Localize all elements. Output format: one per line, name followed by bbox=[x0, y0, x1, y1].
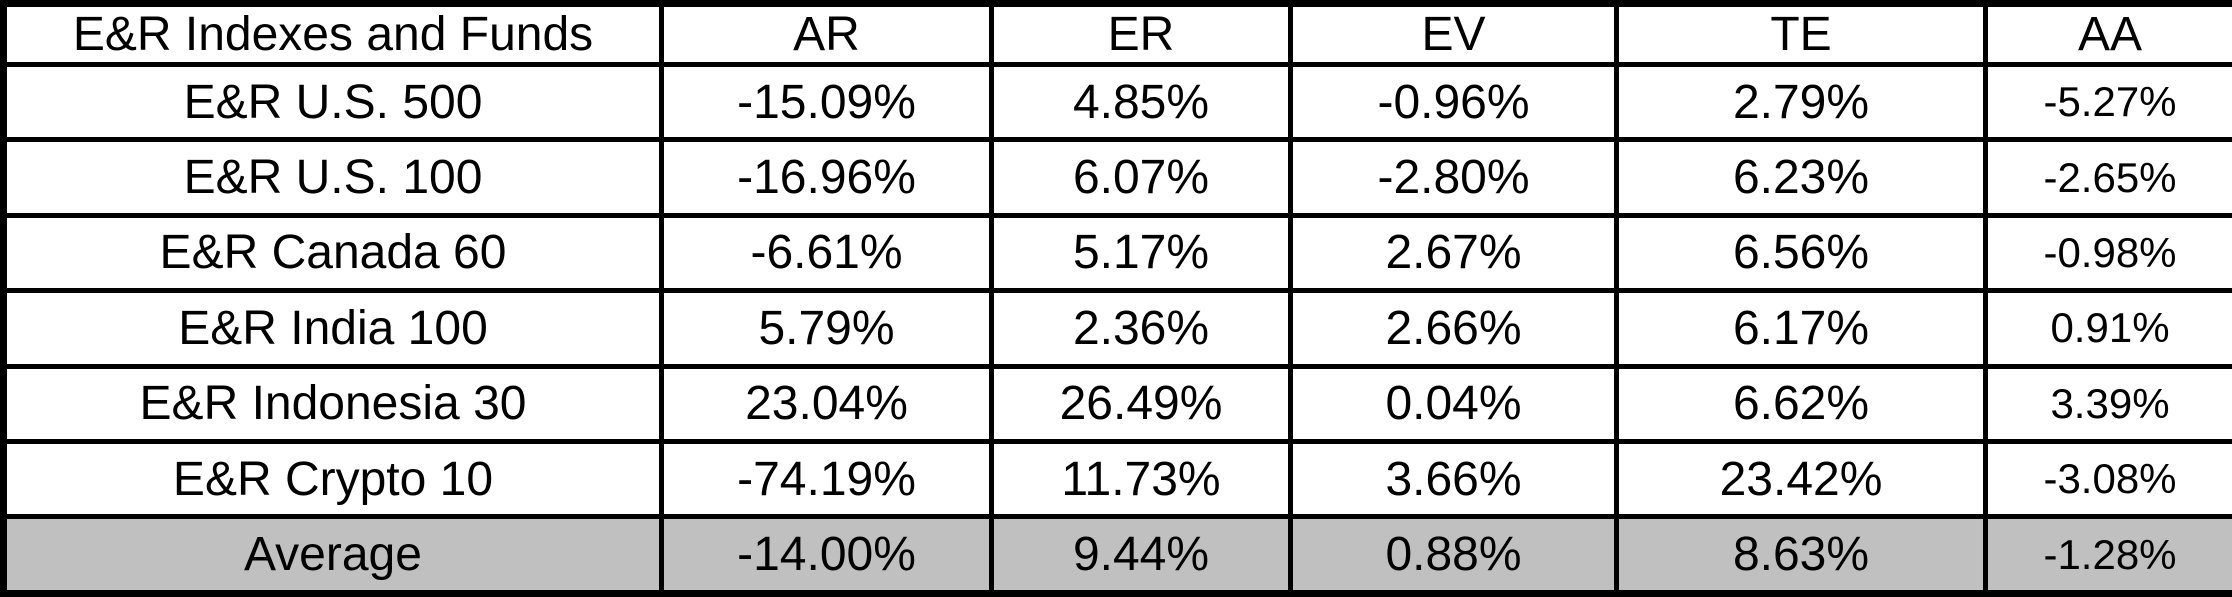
cell-ar: -6.61% bbox=[659, 212, 994, 294]
average-cell-ev: 0.88% bbox=[1288, 514, 1619, 596]
cell-ev: 3.66% bbox=[1288, 438, 1619, 520]
column-header-funds: E&R Indexes and Funds bbox=[1, 1, 664, 67]
average-row: Average -14.00% 9.44% 0.88% 8.63% -1.28% bbox=[1, 514, 2232, 596]
cell-ev: -0.96% bbox=[1288, 61, 1619, 143]
column-header-ev: EV bbox=[1288, 1, 1619, 67]
cell-ev: 0.04% bbox=[1288, 363, 1619, 444]
column-header-ar: AR bbox=[659, 1, 994, 67]
average-row-label: Average bbox=[1, 514, 664, 596]
cell-aa: -0.98% bbox=[1983, 212, 2232, 294]
table-row: E&R Indonesia 30 23.04% 26.49% 0.04% 6.6… bbox=[1, 363, 2232, 444]
cell-te: 6.23% bbox=[1614, 137, 1988, 218]
cell-ar: -74.19% bbox=[659, 438, 994, 520]
cell-er: 4.85% bbox=[989, 61, 1293, 143]
cell-er: 2.36% bbox=[989, 288, 1293, 369]
table-row: E&R U.S. 500 -15.09% 4.85% -0.96% 2.79% … bbox=[1, 61, 2232, 143]
column-header-te: TE bbox=[1614, 1, 1988, 67]
cell-ev: 2.67% bbox=[1288, 212, 1619, 294]
row-label: E&R Indonesia 30 bbox=[1, 363, 664, 444]
cell-te: 23.42% bbox=[1614, 438, 1988, 520]
average-cell-ar: -14.00% bbox=[659, 514, 994, 596]
cell-aa: 3.39% bbox=[1983, 363, 2232, 444]
table-row: E&R Crypto 10 -74.19% 11.73% 3.66% 23.42… bbox=[1, 438, 2232, 520]
row-label: E&R Crypto 10 bbox=[1, 438, 664, 520]
cell-aa: 0.91% bbox=[1983, 288, 2232, 369]
average-cell-aa: -1.28% bbox=[1983, 514, 2232, 596]
average-cell-er: 9.44% bbox=[989, 514, 1293, 596]
column-header-aa: AA bbox=[1983, 1, 2232, 67]
cell-er: 5.17% bbox=[989, 212, 1293, 294]
cell-aa: -5.27% bbox=[1983, 61, 2232, 143]
average-cell-te: 8.63% bbox=[1614, 514, 1988, 596]
cell-ev: 2.66% bbox=[1288, 288, 1619, 369]
table-row: E&R India 100 5.79% 2.36% 2.66% 6.17% 0.… bbox=[1, 288, 2232, 369]
cell-te: 6.17% bbox=[1614, 288, 1988, 369]
cell-ev: -2.80% bbox=[1288, 137, 1619, 218]
table-row: E&R Canada 60 -6.61% 5.17% 2.67% 6.56% -… bbox=[1, 212, 2232, 294]
cell-er: 11.73% bbox=[989, 438, 1293, 520]
header-row: E&R Indexes and Funds AR ER EV TE AA bbox=[1, 1, 2232, 67]
column-header-er: ER bbox=[989, 1, 1293, 67]
cell-te: 2.79% bbox=[1614, 61, 1988, 143]
table-row: E&R U.S. 100 -16.96% 6.07% -2.80% 6.23% … bbox=[1, 137, 2232, 218]
cell-aa: -2.65% bbox=[1983, 137, 2232, 218]
row-label: E&R India 100 bbox=[1, 288, 664, 369]
row-label: E&R U.S. 100 bbox=[1, 137, 664, 218]
cell-te: 6.56% bbox=[1614, 212, 1988, 294]
cell-aa: -3.08% bbox=[1983, 438, 2232, 520]
cell-ar: -16.96% bbox=[659, 137, 994, 218]
row-label: E&R Canada 60 bbox=[1, 212, 664, 294]
cell-ar: -15.09% bbox=[659, 61, 994, 143]
cell-er: 6.07% bbox=[989, 137, 1293, 218]
cell-ar: 23.04% bbox=[659, 363, 994, 444]
cell-ar: 5.79% bbox=[659, 288, 994, 369]
cell-te: 6.62% bbox=[1614, 363, 1988, 444]
cell-er: 26.49% bbox=[989, 363, 1293, 444]
table-body: E&R U.S. 500 -15.09% 4.85% -0.96% 2.79% … bbox=[1, 61, 2232, 596]
row-label: E&R U.S. 500 bbox=[1, 61, 664, 143]
